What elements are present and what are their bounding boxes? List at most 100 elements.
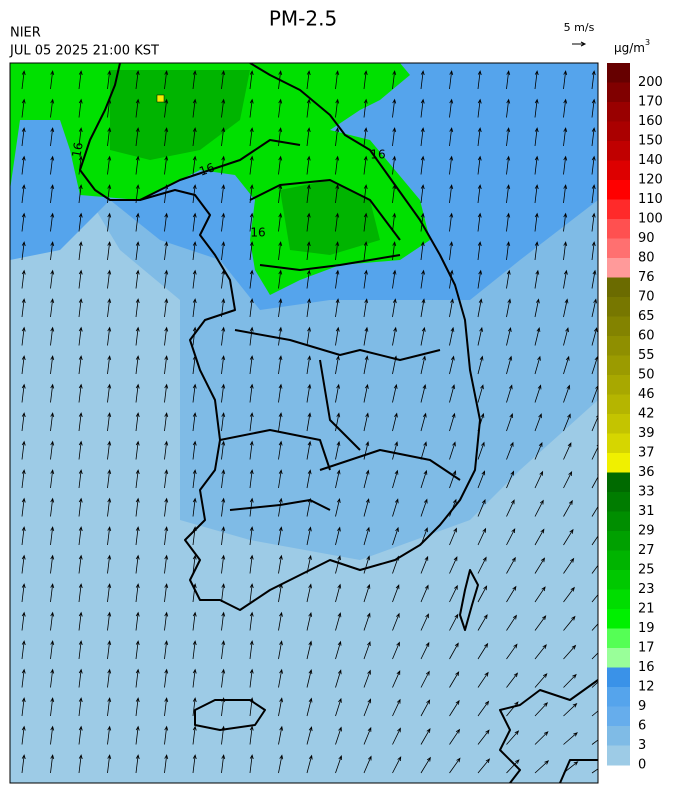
- wind-arrow: [21, 497, 26, 517]
- wind-arrow: [449, 584, 458, 603]
- wind-arrow: [192, 383, 197, 403]
- wind-arrow: [21, 355, 26, 375]
- wind-arrow: [420, 326, 426, 346]
- wind-arrow: [534, 731, 549, 745]
- wind-arrow: [107, 184, 112, 204]
- wind-arrow: [249, 469, 254, 489]
- wind-arrow: [306, 298, 311, 318]
- wind-arrow: [363, 583, 371, 603]
- wind-arrow: [306, 155, 311, 175]
- map: 16 16 16 16: [10, 63, 598, 783]
- wind-arrow: [335, 127, 340, 147]
- wind-arrow: [506, 70, 511, 90]
- wind-arrow: [335, 497, 341, 517]
- wind-arrow: [78, 668, 83, 688]
- wind-arrow: [50, 526, 55, 546]
- wind-arrow: [192, 412, 197, 432]
- wind-arrow: [221, 526, 226, 546]
- wind-arrow: [563, 298, 569, 318]
- wind-arrow: [506, 384, 513, 403]
- wind-arrow: [249, 526, 254, 546]
- wind-arrow: [135, 640, 140, 660]
- wind-arrow: [420, 498, 428, 517]
- wind-arrow: [135, 355, 140, 375]
- wind-arrow: [477, 241, 482, 261]
- wind-arrow: [534, 155, 539, 175]
- wind-arrow: [363, 698, 372, 717]
- wind-arrow: [221, 355, 226, 375]
- wind-arrow: [78, 326, 83, 346]
- wind-arrow: [420, 70, 425, 90]
- wind-arrow: [563, 269, 568, 289]
- wind-arrow: [363, 440, 370, 460]
- wind-arrow: [249, 725, 254, 745]
- colorbar-cell: [607, 628, 630, 649]
- colorbar-label: 65: [638, 309, 655, 324]
- wind-arrow: [249, 127, 254, 147]
- wind-arrow: [249, 241, 254, 261]
- wind-arrow: [278, 298, 283, 318]
- wind-arrow: [192, 70, 197, 90]
- wind-arrow: [363, 241, 368, 261]
- wind-arrow: [221, 640, 226, 660]
- wind-arrow: [50, 269, 55, 289]
- wind-arrow: [249, 554, 254, 574]
- wind-arrow: [21, 640, 26, 660]
- wind-arrow: [278, 383, 283, 403]
- wind-arrow: [221, 497, 226, 517]
- wind-arrow: [278, 440, 283, 460]
- wind-arrow: [477, 212, 482, 232]
- wind-arrow: [449, 613, 459, 631]
- wind-arrow: [449, 470, 457, 489]
- wind-arrow: [506, 759, 520, 774]
- wind-arrow: [249, 583, 254, 603]
- wind-arrow: [249, 440, 254, 460]
- wind-arrow: [50, 668, 55, 688]
- wind-arrow: [249, 98, 254, 118]
- wind-arrow: [563, 586, 575, 603]
- wind-arrow: [363, 212, 368, 232]
- wind-arrow: [420, 269, 425, 289]
- wind-arrow: [221, 70, 226, 90]
- wind-arrow: [164, 469, 169, 489]
- wind-arrow: [107, 127, 112, 147]
- wind-arrow: [477, 470, 486, 489]
- wind-arrow: [164, 412, 169, 432]
- colorbar-label: 76: [638, 270, 655, 285]
- colorbar-label: 23: [638, 582, 655, 597]
- wind-arrow: [563, 127, 568, 147]
- wind-arrow: [563, 499, 573, 517]
- wind-arrow: [534, 212, 539, 232]
- wind-arrow: [78, 412, 83, 432]
- wind-arrow: [591, 623, 598, 631]
- wind-arrow: [221, 326, 226, 346]
- wind-arrow: [135, 412, 140, 432]
- wind-arrow: [135, 583, 140, 603]
- wind-arrow: [306, 98, 311, 118]
- wind-arrow: [477, 441, 485, 460]
- wind-arrow: [135, 383, 140, 403]
- wind-arrow: [591, 710, 598, 717]
- contour-label: 16: [370, 148, 385, 162]
- wind-arrow: [449, 355, 455, 375]
- colorbar-cell: [607, 667, 630, 688]
- wind-arrow: [534, 384, 542, 403]
- wind-arrow: [335, 640, 342, 660]
- colorbar-cell: [607, 180, 630, 200]
- wind-arrow: [477, 355, 484, 375]
- wind-arrow: [164, 70, 169, 90]
- wind-arrow: [306, 611, 313, 631]
- wind-arrow: [78, 155, 83, 175]
- wind-arrow: [221, 241, 226, 261]
- colorbar-cell: [607, 121, 630, 142]
- unit-exponent: 3: [645, 38, 650, 47]
- wind-arrow: [306, 70, 311, 90]
- wind-arrow: [192, 440, 197, 460]
- wind-arrow: [221, 668, 226, 688]
- wind-arrow: [477, 671, 489, 688]
- wind-arrow: [506, 127, 511, 147]
- wind-arrow: [21, 440, 26, 460]
- wind-arrow: [477, 614, 488, 631]
- wind-arrow: [591, 535, 598, 546]
